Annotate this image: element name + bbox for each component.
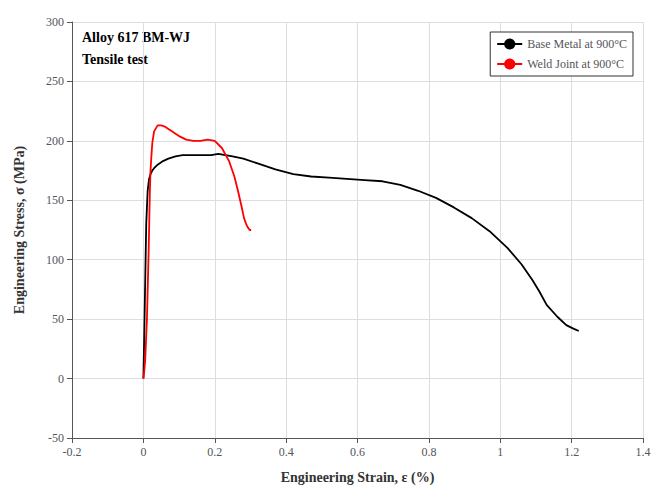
svg-text:Alloy 617 BM-WJ: Alloy 617 BM-WJ xyxy=(82,30,190,45)
svg-text:1.2: 1.2 xyxy=(564,445,579,459)
svg-text:300: 300 xyxy=(46,15,64,29)
svg-text:Tensile test: Tensile test xyxy=(82,52,148,67)
svg-text:0: 0 xyxy=(58,372,64,386)
svg-text:0.4: 0.4 xyxy=(279,445,294,459)
svg-text:0.8: 0.8 xyxy=(421,445,436,459)
svg-text:Engineering Strain, ε (%): Engineering Strain, ε (%) xyxy=(281,470,435,486)
svg-text:Base Metal at 900°C: Base Metal at 900°C xyxy=(527,37,627,51)
svg-text:-50: -50 xyxy=(48,431,64,445)
svg-text:0: 0 xyxy=(140,445,146,459)
svg-text:200: 200 xyxy=(46,134,64,148)
svg-text:Weld Joint at 900°C: Weld Joint at 900°C xyxy=(527,57,624,71)
svg-text:1: 1 xyxy=(497,445,503,459)
svg-text:150: 150 xyxy=(46,193,64,207)
svg-text:Engineering Stress, σ (MPa): Engineering Stress, σ (MPa) xyxy=(12,145,28,314)
svg-text:-0.2: -0.2 xyxy=(63,445,82,459)
svg-text:50: 50 xyxy=(52,312,64,326)
svg-text:100: 100 xyxy=(46,253,64,267)
svg-text:0.2: 0.2 xyxy=(207,445,222,459)
svg-text:1.4: 1.4 xyxy=(636,445,651,459)
svg-text:0.6: 0.6 xyxy=(350,445,365,459)
svg-text:250: 250 xyxy=(46,74,64,88)
